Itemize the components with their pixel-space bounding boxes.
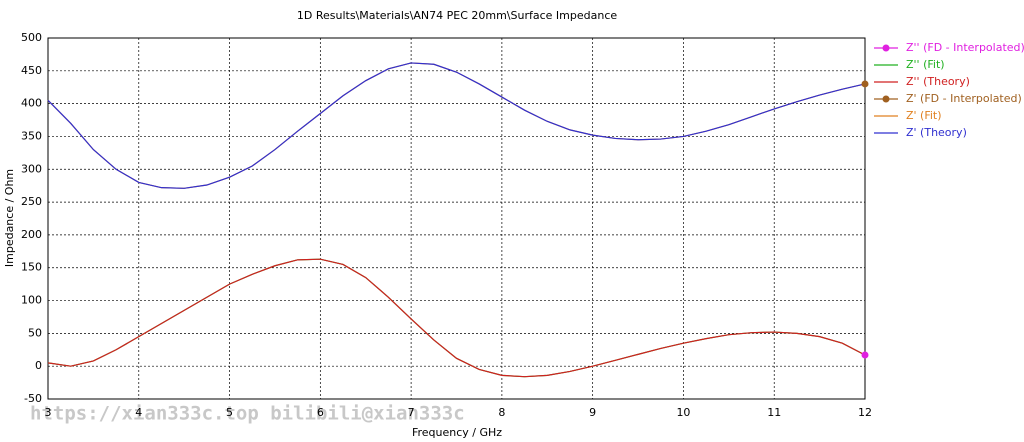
- x-tick-label: 10: [676, 406, 690, 419]
- legend-marker: [882, 44, 890, 52]
- legend-label: Z' (Theory): [906, 126, 967, 139]
- x-tick-label: 7: [408, 406, 415, 419]
- x-tick-label: 12: [858, 406, 872, 419]
- y-tick-label: 250: [21, 195, 42, 208]
- series-line: [47, 258, 866, 378]
- x-tick-label: 5: [226, 406, 233, 419]
- data-marker: [861, 351, 869, 359]
- plot-border: [47, 37, 866, 400]
- series-line: [47, 62, 866, 189]
- x-tick-label: 4: [135, 406, 142, 419]
- x-tick-label: 3: [45, 406, 52, 419]
- watermark: https://xian333c.top bilibili@xian333c: [30, 403, 465, 425]
- legend-label: Z'' (Fit): [906, 58, 945, 71]
- x-tick-label: 8: [498, 406, 505, 419]
- y-tick-label: 400: [21, 97, 42, 110]
- y-tick-label: 200: [21, 228, 42, 241]
- legend-marker: [882, 95, 890, 103]
- y-axis-label: Impedance / Ohm: [3, 169, 16, 267]
- y-tick-label: 50: [28, 326, 42, 339]
- y-tick-label: -50: [24, 392, 42, 405]
- legend-label: Z' (FD - Interpolated): [906, 92, 1022, 105]
- y-tick-label: 500: [21, 31, 42, 44]
- chart-title: 1D Results\Materials\AN74 PEC 20mm\Surfa…: [297, 9, 618, 22]
- y-tick-label: 300: [21, 162, 42, 175]
- y-tick-label: 0: [35, 359, 42, 372]
- y-tick-label: 100: [21, 294, 42, 307]
- y-tick-label: 150: [21, 261, 42, 274]
- y-tick-label: 350: [21, 129, 42, 142]
- legend-label: Z' (Fit): [906, 109, 942, 122]
- x-tick-label: 6: [317, 406, 324, 419]
- x-tick-label: 9: [589, 406, 596, 419]
- legend-label: Z'' (FD - Interpolated): [906, 41, 1024, 54]
- legend-label: Z'' (Theory): [906, 75, 970, 88]
- y-tick-label: 450: [21, 64, 42, 77]
- x-tick-label: 11: [767, 406, 781, 419]
- data-marker: [861, 80, 869, 88]
- x-axis-label: Frequency / GHz: [412, 426, 502, 439]
